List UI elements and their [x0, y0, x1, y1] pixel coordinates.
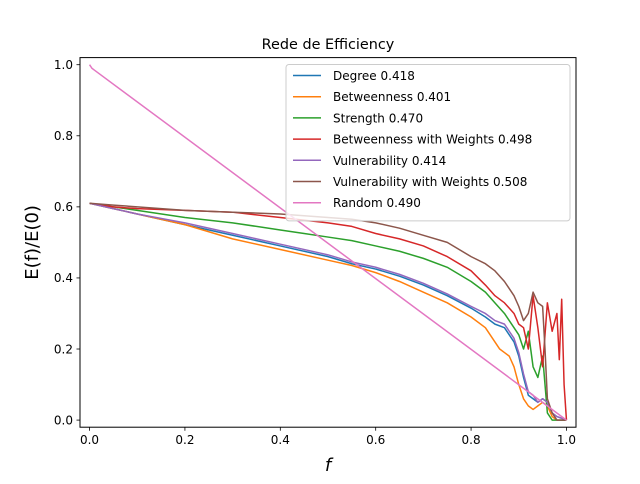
legend-label-4: Vulnerability 0.414: [333, 154, 446, 168]
x-tick-label: 0.2: [175, 433, 194, 447]
legend-label-0: Degree 0.418: [333, 69, 415, 83]
legend-label-2: Strength 0.470: [333, 111, 423, 125]
legend-box: [285, 64, 571, 222]
x-tick-label: 1.0: [557, 433, 576, 447]
x-tick-label: 0.0: [80, 433, 99, 447]
legend: Degree 0.418 Betweenness 0.401 Strength 0.…: [285, 64, 571, 222]
series-layer: [88, 64, 568, 421]
series-line-3: [89, 202, 568, 421]
x-axis-label: f: [325, 455, 334, 476]
x-tick-label: 0.8: [462, 433, 481, 447]
x-tick-label: 0.6: [366, 433, 385, 447]
x-axis-ticks: 0.0 0.2 0.4 0.6 0.8 1.0: [80, 427, 576, 447]
plot-frame: [79, 57, 577, 428]
series-line-6: [88, 64, 567, 421]
legend-label-5: Vulnerability with Weights 0.508: [333, 175, 527, 189]
y-tick-label: 0.6: [54, 200, 73, 214]
legend-label-6: Random 0.490: [333, 196, 421, 210]
legend-label-1: Betweenness 0.401: [333, 90, 451, 104]
x-tick-label: 0.4: [271, 433, 290, 447]
y-tick-label: 0.8: [54, 129, 73, 143]
y-axis-ticks: 0.0 0.2 0.4 0.6 0.8 1.0: [54, 58, 80, 427]
chart-title: Rede de Efficiency: [262, 37, 395, 53]
y-tick-label: 1.0: [54, 58, 73, 72]
series-line-1: [89, 202, 567, 421]
series-line-2: [89, 202, 567, 421]
legend-label-3: Betweenness with Weights 0.498: [333, 133, 532, 147]
y-tick-label: 0.0: [54, 413, 73, 427]
series-line-5: [89, 202, 567, 421]
y-tick-label: 0.4: [54, 271, 73, 285]
y-axis-label: E(f)/E(0): [22, 205, 43, 280]
y-tick-label: 0.2: [54, 342, 73, 356]
